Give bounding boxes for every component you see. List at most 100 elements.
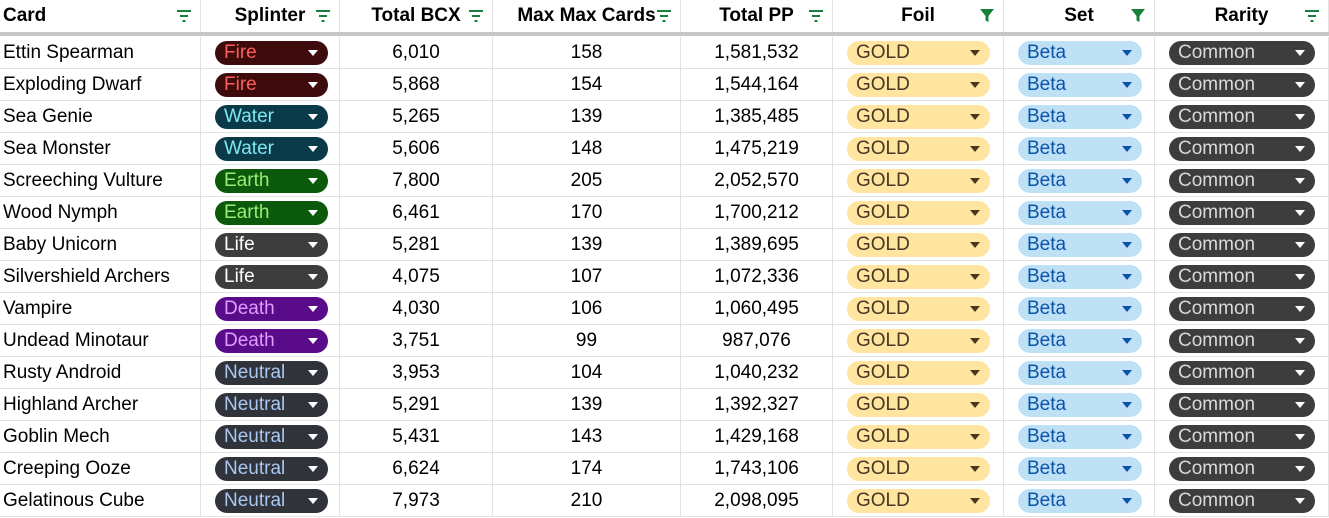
total-bcx-cell[interactable]: 3,751	[340, 325, 493, 356]
splinter-cell[interactable]: Life	[201, 229, 340, 260]
total-bcx-cell[interactable]: 5,868	[340, 69, 493, 100]
rarity-cell[interactable]: Common	[1155, 197, 1329, 228]
total-bcx-cell[interactable]: 5,265	[340, 101, 493, 132]
set-cell[interactable]: Beta	[1004, 229, 1155, 260]
filter-active-icon[interactable]	[979, 8, 995, 24]
set-cell[interactable]: Beta	[1004, 421, 1155, 452]
filter-icon[interactable]	[808, 8, 824, 24]
foil-cell[interactable]: GOLD	[833, 485, 1004, 516]
rarity-cell[interactable]: Common	[1155, 293, 1329, 324]
set-dropdown-chip[interactable]: Beta	[1018, 233, 1142, 257]
foil-cell[interactable]: GOLD	[833, 197, 1004, 228]
dropdown-arrow-icon[interactable]	[308, 114, 318, 120]
dropdown-arrow-icon[interactable]	[970, 146, 980, 152]
dropdown-arrow-icon[interactable]	[1122, 466, 1132, 472]
splinter-dropdown-chip[interactable]: Life	[215, 265, 328, 289]
foil-cell[interactable]: GOLD	[833, 101, 1004, 132]
dropdown-arrow-icon[interactable]	[308, 498, 318, 504]
set-cell[interactable]: Beta	[1004, 485, 1155, 516]
max-max-cards-cell[interactable]: 158	[493, 37, 681, 68]
total-pp-cell[interactable]: 2,052,570	[681, 165, 833, 196]
card-name-cell[interactable]: Exploding Dwarf	[0, 69, 201, 100]
splinter-dropdown-chip[interactable]: Death	[215, 329, 328, 353]
dropdown-arrow-icon[interactable]	[970, 434, 980, 440]
set-cell[interactable]: Beta	[1004, 293, 1155, 324]
foil-dropdown-chip[interactable]: GOLD	[847, 489, 990, 513]
foil-cell[interactable]: GOLD	[833, 133, 1004, 164]
dropdown-arrow-icon[interactable]	[1295, 498, 1305, 504]
splinter-cell[interactable]: Death	[201, 325, 340, 356]
rarity-cell[interactable]: Common	[1155, 261, 1329, 292]
filter-icon[interactable]	[468, 8, 484, 24]
rarity-dropdown-chip[interactable]: Common	[1169, 73, 1315, 97]
foil-dropdown-chip[interactable]: GOLD	[847, 393, 990, 417]
dropdown-arrow-icon[interactable]	[1122, 498, 1132, 504]
splinter-dropdown-chip[interactable]: Neutral	[215, 425, 328, 449]
dropdown-arrow-icon[interactable]	[308, 146, 318, 152]
dropdown-arrow-icon[interactable]	[970, 402, 980, 408]
dropdown-arrow-icon[interactable]	[970, 274, 980, 280]
total-pp-cell[interactable]: 987,076	[681, 325, 833, 356]
foil-cell[interactable]: GOLD	[833, 293, 1004, 324]
dropdown-arrow-icon[interactable]	[970, 498, 980, 504]
set-dropdown-chip[interactable]: Beta	[1018, 265, 1142, 289]
total-pp-cell[interactable]: 1,072,336	[681, 261, 833, 292]
rarity-dropdown-chip[interactable]: Common	[1169, 233, 1315, 257]
foil-cell[interactable]: GOLD	[833, 325, 1004, 356]
splinter-cell[interactable]: Fire	[201, 69, 340, 100]
rarity-cell[interactable]: Common	[1155, 101, 1329, 132]
max-max-cards-cell[interactable]: 106	[493, 293, 681, 324]
total-bcx-cell[interactable]: 6,624	[340, 453, 493, 484]
rarity-dropdown-chip[interactable]: Common	[1169, 393, 1315, 417]
splinter-cell[interactable]: Neutral	[201, 453, 340, 484]
total-pp-cell[interactable]: 1,040,232	[681, 357, 833, 388]
dropdown-arrow-icon[interactable]	[970, 370, 980, 376]
splinter-dropdown-chip[interactable]: Neutral	[215, 489, 328, 513]
dropdown-arrow-icon[interactable]	[1295, 146, 1305, 152]
total-bcx-cell[interactable]: 5,281	[340, 229, 493, 260]
total-bcx-cell[interactable]: 6,461	[340, 197, 493, 228]
set-dropdown-chip[interactable]: Beta	[1018, 41, 1142, 65]
column-header[interactable]: Total PP	[681, 0, 833, 32]
set-cell[interactable]: Beta	[1004, 133, 1155, 164]
rarity-cell[interactable]: Common	[1155, 69, 1329, 100]
total-bcx-cell[interactable]: 5,431	[340, 421, 493, 452]
card-name-cell[interactable]: Sea Monster	[0, 133, 201, 164]
dropdown-arrow-icon[interactable]	[970, 466, 980, 472]
splinter-cell[interactable]: Neutral	[201, 485, 340, 516]
foil-dropdown-chip[interactable]: GOLD	[847, 361, 990, 385]
dropdown-arrow-icon[interactable]	[970, 50, 980, 56]
set-dropdown-chip[interactable]: Beta	[1018, 329, 1142, 353]
splinter-cell[interactable]: Water	[201, 101, 340, 132]
foil-cell[interactable]: GOLD	[833, 357, 1004, 388]
dropdown-arrow-icon[interactable]	[1122, 82, 1132, 88]
foil-dropdown-chip[interactable]: GOLD	[847, 41, 990, 65]
total-pp-cell[interactable]: 1,060,495	[681, 293, 833, 324]
dropdown-arrow-icon[interactable]	[1295, 274, 1305, 280]
dropdown-arrow-icon[interactable]	[1122, 434, 1132, 440]
splinter-dropdown-chip[interactable]: Neutral	[215, 361, 328, 385]
card-name-cell[interactable]: Baby Unicorn	[0, 229, 201, 260]
rarity-dropdown-chip[interactable]: Common	[1169, 41, 1315, 65]
set-cell[interactable]: Beta	[1004, 325, 1155, 356]
foil-dropdown-chip[interactable]: GOLD	[847, 201, 990, 225]
dropdown-arrow-icon[interactable]	[1122, 402, 1132, 408]
set-cell[interactable]: Beta	[1004, 69, 1155, 100]
dropdown-arrow-icon[interactable]	[308, 370, 318, 376]
foil-dropdown-chip[interactable]: GOLD	[847, 233, 990, 257]
total-bcx-cell[interactable]: 6,010	[340, 37, 493, 68]
max-max-cards-cell[interactable]: 139	[493, 229, 681, 260]
foil-dropdown-chip[interactable]: GOLD	[847, 425, 990, 449]
splinter-dropdown-chip[interactable]: Fire	[215, 73, 328, 97]
splinter-dropdown-chip[interactable]: Life	[215, 233, 328, 257]
dropdown-arrow-icon[interactable]	[1122, 242, 1132, 248]
dropdown-arrow-icon[interactable]	[970, 242, 980, 248]
foil-cell[interactable]: GOLD	[833, 165, 1004, 196]
dropdown-arrow-icon[interactable]	[308, 338, 318, 344]
max-max-cards-cell[interactable]: 148	[493, 133, 681, 164]
dropdown-arrow-icon[interactable]	[1295, 402, 1305, 408]
splinter-dropdown-chip[interactable]: Earth	[215, 201, 328, 225]
set-cell[interactable]: Beta	[1004, 357, 1155, 388]
dropdown-arrow-icon[interactable]	[970, 210, 980, 216]
rarity-dropdown-chip[interactable]: Common	[1169, 425, 1315, 449]
